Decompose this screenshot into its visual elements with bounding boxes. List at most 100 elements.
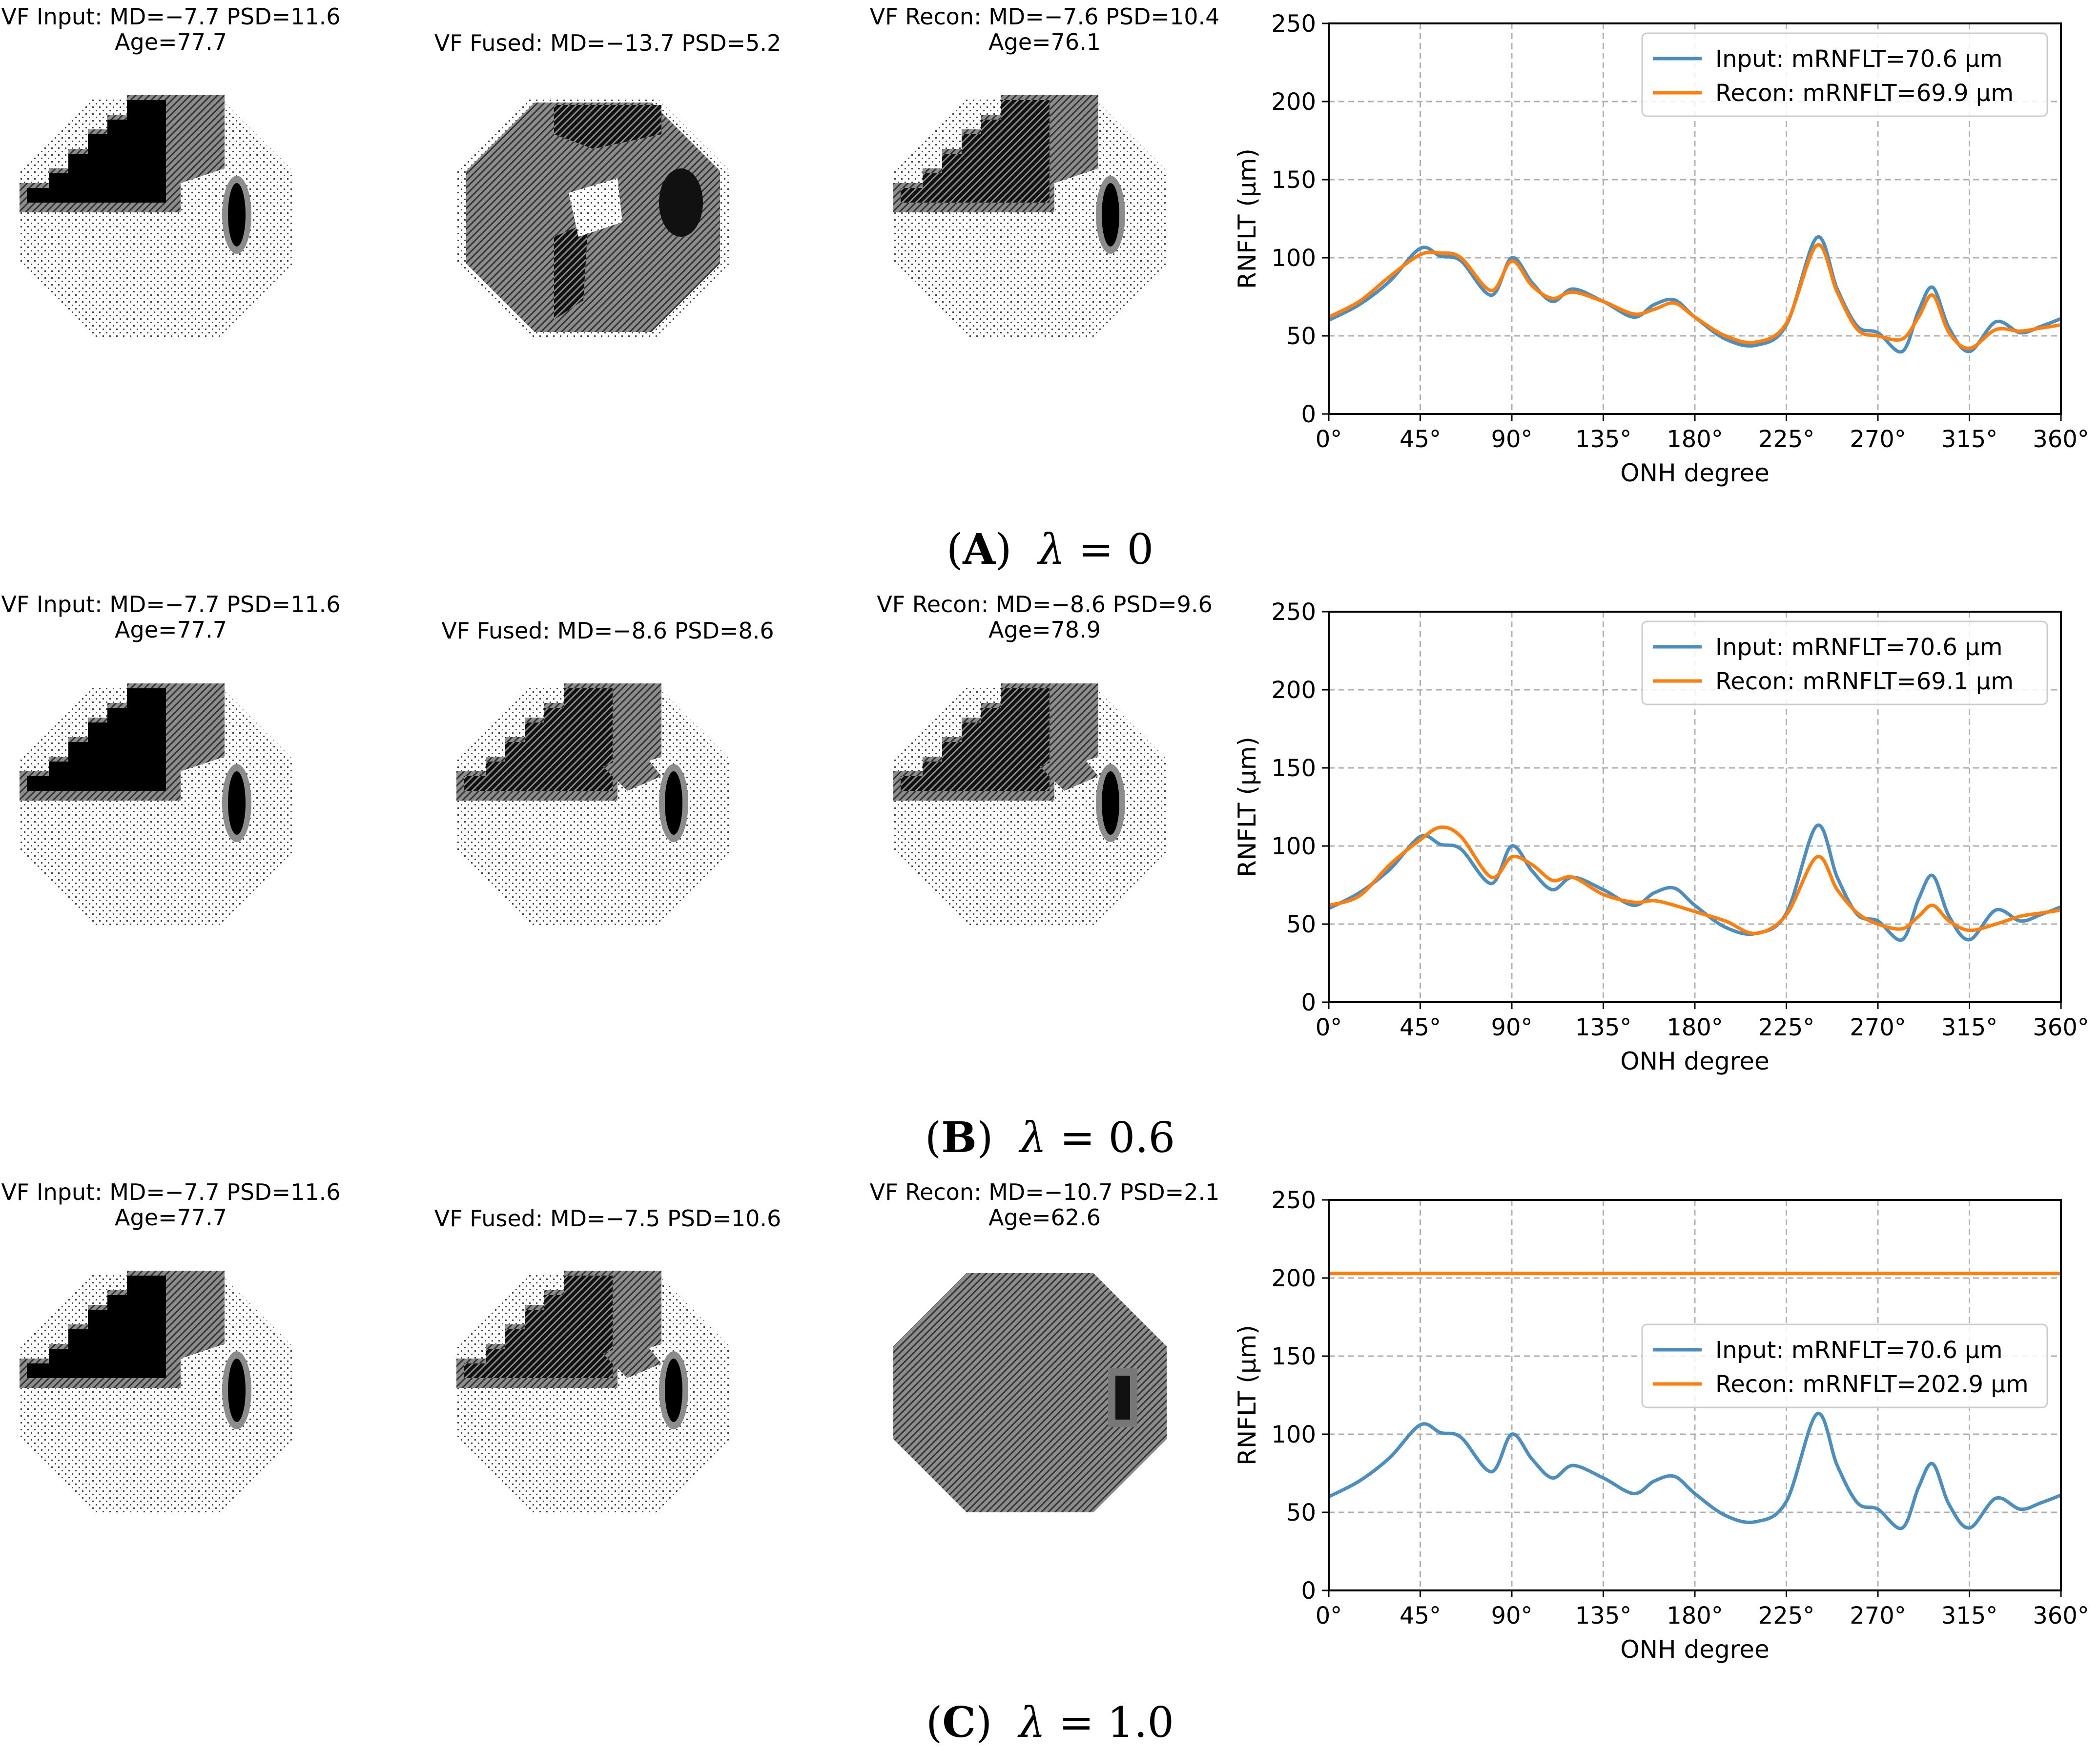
y-axis-label: RNFLT (μm) — [1233, 148, 1261, 289]
rnflt-chart-c: 0° 45° 90° 135° 180° 225° 270° 315° 360° 0 50 100 15… — [1233, 1187, 2089, 1664]
x-tick-label: 315° — [1941, 1014, 1998, 1041]
x-tick-label: 90° — [1491, 1014, 1532, 1041]
x-tick-label: 225° — [1758, 1014, 1815, 1041]
y-tick-label: 150 — [1271, 166, 1316, 194]
x-tick-label: 135° — [1575, 1602, 1632, 1629]
vf-input-title-a: VF Input: MD=−7.7 PSD=11.6 Age=77.7 — [1, 3, 341, 55]
vf-recon-map-c — [893, 1273, 1167, 1512]
rnflt-chart-a: 0° 45° 90° 135° 180° 225° 270° 315° 360° 0 50 100 15… — [1233, 10, 2089, 487]
series-line-recon — [1328, 243, 2061, 351]
y-tick-label: 50 — [1286, 323, 1316, 350]
x-axis-label: ONH degree — [1620, 459, 1769, 487]
vf-input-map-b — [20, 683, 293, 925]
vf-fused-title-a: VF Fused: MD=−13.7 PSD=5.2 — [434, 30, 782, 56]
blind-spot-core — [665, 1359, 682, 1422]
x-tick-label: 90° — [1491, 1602, 1532, 1629]
x-tick-label: 90° — [1491, 426, 1532, 453]
x-tick-label: 45° — [1400, 1602, 1441, 1629]
vf-recon-title-a: VF Recon: MD=−7.6 PSD=10.4 Age=76.1 — [869, 3, 1220, 55]
vf-recon-map-b — [893, 683, 1167, 925]
vf-fused-title-c: VF Fused: MD=−7.5 PSD=10.6 — [434, 1205, 782, 1232]
y-tick-label: 150 — [1271, 755, 1316, 782]
vf-fused-map-b — [456, 683, 730, 925]
x-tick-label: 360° — [2033, 1602, 2089, 1629]
vf-dark-region — [464, 1276, 613, 1378]
y-tick-label: 100 — [1271, 1421, 1316, 1448]
x-axis-label: ONH degree — [1620, 1635, 1769, 1664]
y-tick-label: 100 — [1271, 245, 1316, 272]
series-line-input — [1328, 823, 2062, 942]
blind-spot-core — [1115, 1376, 1130, 1420]
vf-dark-region — [464, 688, 613, 791]
vf-input-map-c — [20, 1271, 293, 1512]
vf-grey-region — [603, 1339, 661, 1378]
x-tick-label: 180° — [1667, 426, 1723, 453]
x-tick-label: 135° — [1575, 426, 1632, 453]
legend-label-input: Input: mRNFLT=70.6 μm — [1715, 45, 2002, 73]
series-line-input — [1328, 1411, 2062, 1530]
y-tick-label: 50 — [1286, 1499, 1316, 1526]
vf-field — [893, 1273, 1167, 1512]
legend-label-input: Input: mRNFLT=70.6 μm — [1715, 1337, 2002, 1364]
vf-grey-region — [1040, 752, 1098, 791]
vf-recon-title-b: VF Recon: MD=−8.6 PSD=9.6 Age=78.9 — [877, 591, 1213, 643]
x-axis-label: ONH degree — [1620, 1047, 1769, 1075]
panel-caption-c: (C) λ = 1.0 — [926, 1698, 1174, 1747]
legend-label-input: Input: mRNFLT=70.6 μm — [1715, 634, 2002, 661]
vf-recon-map-a — [893, 95, 1167, 337]
y-tick-label: 250 — [1271, 1187, 1316, 1214]
legend-box — [1641, 32, 2048, 117]
x-tick-label: 315° — [1941, 426, 1998, 453]
legend-label-recon: Recon: mRNFLT=202.9 μm — [1715, 1371, 2029, 1398]
vf-dark-region — [27, 100, 166, 203]
x-tick-label: 45° — [1400, 1014, 1441, 1041]
legend-label-recon: Recon: mRNFLT=69.1 μm — [1715, 668, 2014, 695]
panel-caption-b: (B) λ = 0.6 — [925, 1113, 1175, 1162]
panel-caption-a: (A) λ = 0 — [946, 525, 1154, 574]
rnflt-chart-b: 0° 45° 90° 135° 180° 225° 270° 315° 360° 0 50 100 15… — [1233, 598, 2089, 1075]
vf-fused-map-a — [456, 98, 730, 337]
y-tick-label: 0 — [1301, 1577, 1316, 1605]
x-tick-label: 225° — [1758, 1602, 1815, 1629]
x-tick-label: 270° — [1850, 1602, 1906, 1629]
x-tick-label: 270° — [1850, 1014, 1906, 1041]
x-tick-label: 0° — [1316, 426, 1342, 453]
legend-label-recon: Recon: mRNFLT=69.9 μm — [1715, 80, 2014, 107]
y-tick-label: 200 — [1271, 88, 1316, 116]
y-tick-label: 100 — [1271, 833, 1316, 860]
x-tick-label: 180° — [1667, 1602, 1723, 1629]
blind-spot-core — [228, 1359, 246, 1422]
legend-box — [1641, 620, 2048, 705]
vf-input-title-c: VF Input: MD=−7.7 PSD=11.6 Age=77.7 — [1, 1179, 341, 1231]
x-tick-label: 45° — [1400, 426, 1441, 453]
x-tick-label: 0° — [1316, 1602, 1342, 1629]
vf-dark-region — [901, 100, 1050, 203]
vf-light-region — [569, 178, 622, 237]
vf-recon-title-c: VF Recon: MD=−10.7 PSD=2.1 Age=62.6 — [869, 1179, 1220, 1231]
vf-dark-region — [27, 1276, 166, 1378]
vf-fused-map-c — [456, 1271, 730, 1512]
y-tick-label: 200 — [1271, 1265, 1316, 1292]
y-tick-label: 200 — [1271, 677, 1316, 704]
vf-fused-title-b: VF Fused: MD=−8.6 PSD=8.6 — [441, 618, 774, 644]
vf-dark-region — [554, 222, 588, 320]
y-axis-label: RNFLT (μm) — [1233, 1325, 1261, 1465]
legend-box — [1641, 1323, 2048, 1408]
x-tick-label: 180° — [1667, 1014, 1723, 1041]
y-tick-label: 150 — [1271, 1343, 1316, 1370]
x-tick-label: 225° — [1758, 426, 1815, 453]
y-axis-label: RNFLT (μm) — [1233, 737, 1261, 877]
vf-dark-region — [901, 688, 1050, 791]
blind-spot-core — [665, 771, 682, 835]
x-tick-label: 360° — [2033, 426, 2089, 453]
x-tick-label: 315° — [1941, 1602, 1998, 1629]
blind-spot-core — [1102, 183, 1119, 247]
y-tick-label: 250 — [1271, 10, 1316, 38]
vf-input-map-a — [20, 95, 293, 337]
y-tick-label: 250 — [1271, 598, 1316, 626]
vf-grey-region — [603, 752, 661, 791]
y-tick-label: 0 — [1301, 989, 1316, 1016]
vf-dark-region — [27, 688, 166, 791]
blind-spot-core — [228, 771, 246, 835]
x-tick-label: 135° — [1575, 1014, 1632, 1041]
